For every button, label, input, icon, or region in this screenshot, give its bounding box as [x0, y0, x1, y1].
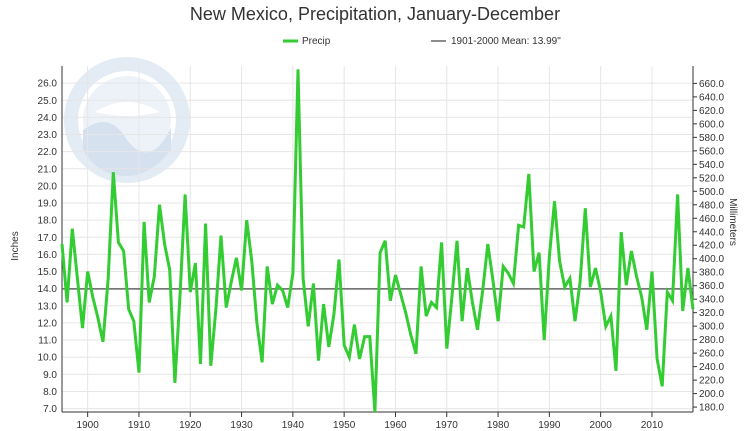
y-tick-label-left: 15.0	[38, 267, 58, 278]
y-tick-label-right: 460.0	[699, 214, 724, 225]
y-tick-label-right: 280.0	[699, 335, 724, 346]
x-tick-label: 2010	[641, 420, 664, 431]
y-tick-label-right: 420.0	[699, 241, 724, 252]
x-tick-label: 1930	[230, 420, 253, 431]
y-tick-label-left: 25.0	[38, 96, 58, 107]
y-tick-label-right: 340.0	[699, 295, 724, 306]
legend-precip-label: Precip	[302, 36, 331, 47]
y-tick-label-right: 500.0	[699, 187, 724, 198]
y-tick-label-right: 400.0	[699, 254, 724, 265]
y-tick-label-right: 640.0	[699, 92, 724, 103]
y-tick-label-left: 9.0	[43, 370, 57, 381]
y-tick-label-left: 24.0	[38, 113, 58, 124]
y-tick-label-right: 320.0	[699, 308, 724, 319]
x-tick-label: 1960	[384, 420, 407, 431]
y-tick-label-left: 16.0	[38, 250, 58, 261]
y-axis-right-label: Millimeters	[727, 198, 738, 246]
y-tick-label-left: 14.0	[38, 284, 58, 295]
y-tick-label-left: 12.0	[38, 318, 58, 329]
y-tick-label-left: 11.0	[38, 336, 57, 347]
y-tick-label-left: 26.0	[38, 79, 58, 90]
chart-title: New Mexico, Precipitation, January-Decem…	[189, 4, 561, 24]
x-tick-label: 1910	[128, 420, 151, 431]
y-tick-label-right: 260.0	[699, 349, 724, 360]
y-tick-label-left: 18.0	[38, 216, 58, 227]
y-tick-label-right: 660.0	[699, 79, 724, 90]
legend-mean-label: 1901-2000 Mean: 13.99"	[451, 36, 561, 47]
y-tick-label-left: 10.0	[38, 353, 58, 364]
y-tick-label-right: 220.0	[699, 376, 724, 387]
x-tick-label: 1920	[179, 420, 202, 431]
x-tick-label: 1950	[333, 420, 356, 431]
y-tick-label-left: 19.0	[38, 199, 58, 210]
y-tick-label-right: 360.0	[699, 281, 724, 292]
y-tick-label-right: 580.0	[699, 133, 724, 144]
y-tick-label-right: 200.0	[699, 389, 724, 400]
y-tick-label-right: 240.0	[699, 362, 724, 373]
y-tick-label-right: 380.0	[699, 268, 724, 279]
y-tick-label-right: 180.0	[699, 403, 724, 414]
y-tick-label-right: 520.0	[699, 173, 724, 184]
precip-series-line	[60, 69, 695, 413]
x-tick-label: 1900	[77, 420, 100, 431]
y-tick-label-right: 300.0	[699, 322, 724, 333]
y-tick-label-right: 540.0	[699, 160, 724, 171]
y-tick-label-right: 600.0	[699, 119, 724, 130]
y-tick-label-right: 440.0	[699, 227, 724, 238]
noaa-watermark-logo	[64, 57, 190, 183]
y-tick-label-right: 480.0	[699, 200, 724, 211]
y-tick-label-left: 21.0	[38, 164, 58, 175]
x-tick-label: 1940	[282, 420, 305, 431]
y-tick-label-right: 620.0	[699, 106, 724, 117]
y-tick-label-left: 20.0	[38, 181, 58, 192]
y-tick-label-right: 560.0	[699, 146, 724, 157]
y-axis-left-label: Inches	[10, 231, 21, 260]
y-tick-label-left: 8.0	[43, 387, 57, 398]
x-tick-label: 1970	[436, 420, 459, 431]
y-tick-label-left: 7.0	[43, 404, 57, 415]
x-tick-label: 2000	[590, 420, 613, 431]
y-tick-label-left: 23.0	[38, 130, 58, 141]
y-tick-label-left: 13.0	[38, 301, 58, 312]
y-tick-label-left: 17.0	[38, 233, 58, 244]
x-tick-label: 1990	[538, 420, 561, 431]
x-tick-label: 1980	[487, 420, 510, 431]
y-tick-label-left: 22.0	[38, 147, 58, 158]
